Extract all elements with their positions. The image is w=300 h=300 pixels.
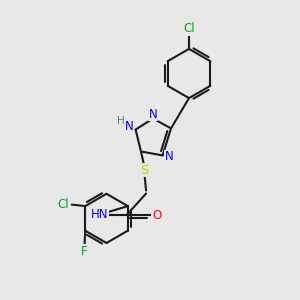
- Text: HN: HN: [91, 208, 108, 221]
- Text: O: O: [152, 208, 161, 222]
- Text: Cl: Cl: [183, 22, 195, 35]
- Text: N: N: [165, 150, 174, 164]
- Text: N: N: [148, 107, 158, 121]
- Text: Cl: Cl: [58, 197, 69, 211]
- Text: S: S: [140, 164, 149, 177]
- Text: F: F: [81, 244, 88, 258]
- Text: N: N: [124, 120, 134, 133]
- Text: H: H: [117, 116, 124, 126]
